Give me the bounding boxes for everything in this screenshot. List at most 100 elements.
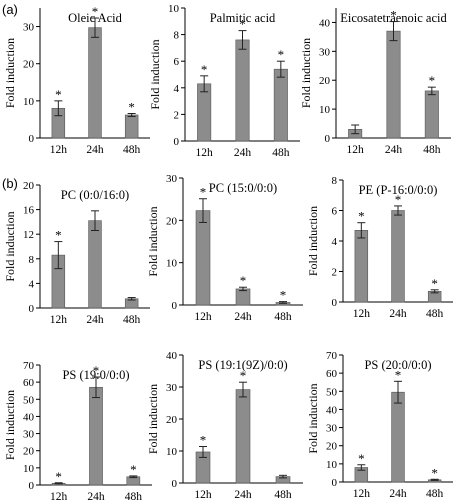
y-tick-label: 30 <box>23 22 35 34</box>
y-tick-label: 12 <box>23 229 34 241</box>
significance-marker: * <box>431 465 438 480</box>
significance-marker: * <box>431 276 438 291</box>
y-axis-title: Fold induction <box>146 384 160 454</box>
y-axis-title: Fold induction <box>146 206 160 276</box>
bar-24h <box>235 39 250 142</box>
y-tick-label: 4 <box>332 236 338 248</box>
y-tick-label: 4 <box>174 83 180 95</box>
y-tick-label: 0 <box>172 478 178 490</box>
y-tick-label: 0 <box>29 303 35 315</box>
y-tick-label: 2 <box>332 267 338 279</box>
bar-48h <box>424 90 439 139</box>
y-tick-label: 8 <box>332 175 338 187</box>
significance-marker: * <box>240 273 247 288</box>
x-tick-label: 12h <box>196 147 214 159</box>
y-tick-label: 10 <box>166 446 178 458</box>
y-tick-label: 20 <box>319 75 331 87</box>
y-tick-label: 0 <box>332 477 338 489</box>
x-tick-label: 24h <box>86 144 104 156</box>
chart-panel-3: 0 10 20 30 40 Fold induction Eicosatetraenoic … <box>299 8 451 156</box>
chart-title: Eicosatetraenoic acid <box>340 11 447 25</box>
x-tick-label: 48h <box>125 491 143 500</box>
y-tick-label: 10 <box>168 3 180 15</box>
x-tick-label: 12h <box>50 491 68 500</box>
y-tick-label: 4 <box>29 278 35 290</box>
x-tick-label: 48h <box>423 144 441 156</box>
significance-marker: * <box>55 87 62 102</box>
significance-marker: * <box>429 73 436 88</box>
significance-marker: * <box>200 185 207 200</box>
y-tick-label: 0 <box>172 300 178 312</box>
x-tick-label: 48h <box>426 488 444 500</box>
x-tick-label: 24h <box>385 144 403 156</box>
significance-marker: * <box>395 367 402 382</box>
x-tick-label: 12h <box>353 488 371 500</box>
bar-24h <box>386 30 401 139</box>
chart-panel-8: 0 10 20 30 40 Fold induction PS (19:1(9Z)/0:0)… <box>146 350 303 500</box>
bar-24h <box>88 27 102 139</box>
y-axis-title: Fold induction <box>3 390 17 460</box>
x-tick-label: 24h <box>87 491 105 500</box>
y-tick-label: 0 <box>29 480 35 492</box>
y-tick-label: 8 <box>174 30 180 42</box>
x-tick-label: 48h <box>274 489 292 500</box>
y-tick-label: 30 <box>326 423 338 435</box>
y-tick-label: 70 <box>326 350 338 362</box>
chart-title: Palmitic acid <box>210 11 276 25</box>
bar-12h <box>354 230 369 303</box>
x-tick-label: 12h <box>347 144 365 156</box>
bar-12h <box>195 210 211 306</box>
x-tick-label: 48h <box>272 147 290 159</box>
chart-panel-4: 0 4 8 12 16 20 Fold induction PC (0:0/16:0) * 12h… <box>3 180 150 326</box>
bar-24h <box>88 220 102 309</box>
significance-marker: * <box>240 368 247 383</box>
chart-panel-9: 0 10 20 30 40 50 60 70 Fold induction PS (20:0/0:… <box>306 350 453 500</box>
chart-title: PE (P-16:0/0:0) <box>359 183 438 197</box>
significance-marker: * <box>55 228 62 243</box>
significance-marker: * <box>128 99 135 114</box>
y-axis-title: Fold induction <box>299 38 313 108</box>
chart-title: PC (15:0/0:0) <box>209 181 277 195</box>
y-tick-label: 30 <box>166 382 178 394</box>
significance-marker: * <box>278 47 285 62</box>
x-tick-label: 12h <box>353 308 371 320</box>
y-tick-label: 50 <box>23 394 35 406</box>
y-tick-label: 6 <box>174 56 180 68</box>
y-tick-label: 0 <box>29 133 35 145</box>
x-tick-label: 48h <box>426 308 444 320</box>
y-tick-label: 6 <box>332 206 338 218</box>
significance-marker: * <box>395 192 402 207</box>
y-axis-title: Fold induction <box>3 38 17 108</box>
x-tick-label: 24h <box>234 147 252 159</box>
x-tick-label: 24h <box>234 489 252 500</box>
significance-marker: * <box>93 363 100 378</box>
bar-48h <box>124 114 139 139</box>
x-tick-label: 24h <box>389 488 407 500</box>
y-tick-label: 30 <box>23 429 35 441</box>
y-tick-label: 20 <box>23 180 35 192</box>
y-tick-label: 0 <box>325 133 331 145</box>
x-tick-label: 48h <box>274 311 292 323</box>
x-tick-label: 24h <box>234 311 252 323</box>
significance-marker: * <box>130 462 137 477</box>
y-tick-label: 60 <box>23 377 35 389</box>
y-tick-label: 8 <box>29 254 35 266</box>
y-tick-label: 16 <box>23 205 35 217</box>
chart-title: PS (20:0/0:0) <box>364 358 431 372</box>
bar-24h <box>235 389 251 484</box>
y-tick-label: 40 <box>319 17 331 29</box>
significance-marker: * <box>200 433 207 448</box>
y-tick-label: 10 <box>23 96 35 108</box>
y-tick-label: 30 <box>319 46 331 58</box>
y-tick-label: 2 <box>174 109 180 121</box>
significance-marker: * <box>280 288 287 303</box>
bar-24h <box>89 386 103 486</box>
chart-title: PS (19:1(9Z)/0:0) <box>198 358 287 372</box>
y-tick-label: 70 <box>23 360 35 372</box>
panel-label-a: (a) <box>2 2 18 17</box>
